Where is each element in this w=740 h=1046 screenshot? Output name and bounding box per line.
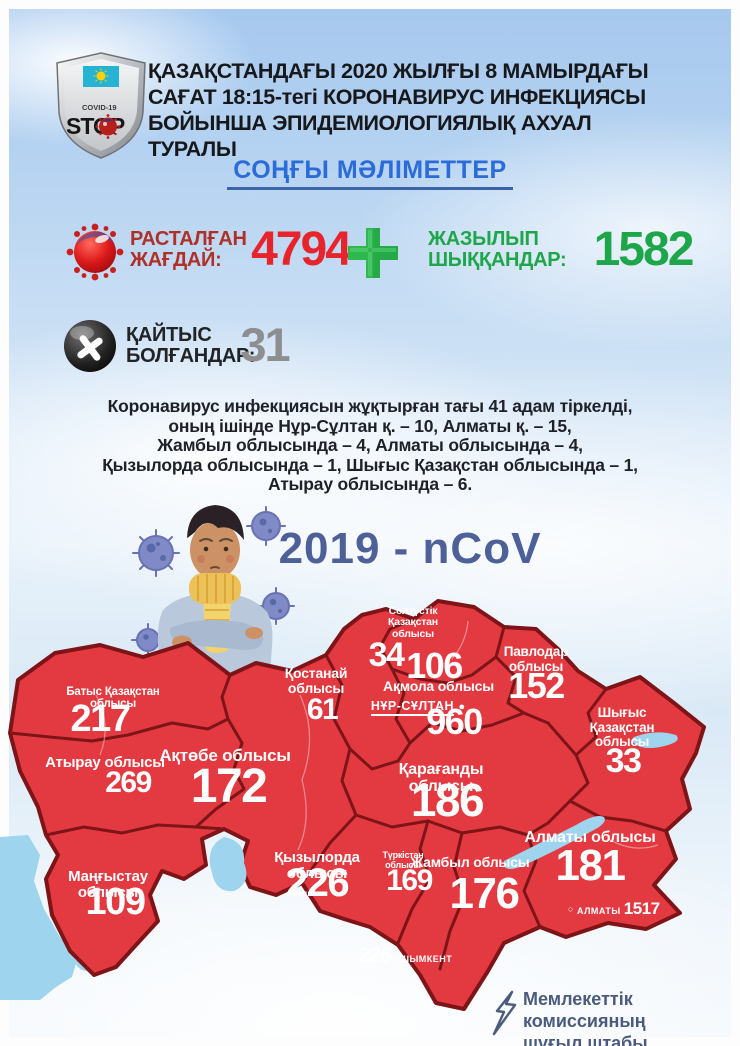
virus-icon <box>66 223 124 281</box>
region-label-mangystau: Маңғыстау облысы <box>68 868 148 902</box>
plus-icon <box>348 228 398 278</box>
confirmed-label: РАСТАЛҒАН ЖАҒДАЙ: <box>130 228 247 271</box>
region-value-atyrau: 269 <box>105 766 152 799</box>
city-almaty-value: 1517 <box>623 899 660 918</box>
city-nur-sultan: НҰР-СҰЛТАН ● <box>363 697 473 716</box>
region-value-almaty-region: 181 <box>555 841 626 890</box>
region-label-soltustik-kazakhstan: Солтүстік Қазақстан облысы <box>388 605 438 640</box>
title-line-3: БОЙЫНША ЭПИДЕМИОЛОГИЯЛЫҚ АХУАЛ ТУРАЛЫ <box>148 111 592 161</box>
stop-covid-shield-logo: COVID-19 STOP <box>56 52 146 159</box>
recovered-value: 1582 <box>593 223 695 276</box>
lightning-icon <box>492 990 517 1036</box>
region-label-kostanay: Қостанай облысы <box>284 665 348 697</box>
region-label-karagandy: Қарағанды облысы <box>398 761 484 796</box>
region-borders <box>8 617 668 971</box>
poster-title: ҚАЗАҚСТАНДАҒЫ 2020 ЖЫЛҒЫ 8 МАМЫРДАҒЫ САҒ… <box>148 58 653 162</box>
city-almaty: ○ АЛМАТЫ 1517 <box>568 899 660 919</box>
region-value-soltustik-kazakhstan: 34 <box>368 636 405 674</box>
region-label-zhambyl: Жамбыл облысы <box>410 854 530 870</box>
city-almaty-label: АЛМАТЫ <box>576 906 621 916</box>
city-shymkent-value: 226 <box>358 944 391 967</box>
region-label-aktobe: Ақтөбе облысы <box>159 746 291 765</box>
city-shymkent-dot: ○ <box>394 952 400 962</box>
region-label-shygys-kazakhstan: Шығыс Қазақстан облысы <box>589 705 655 750</box>
virus-name-text: 2019 - nCoV <box>278 524 542 573</box>
city-shymkent: 226 ○ШЫМКЕНТ <box>358 944 452 968</box>
region-label-kyzylorda: Қызылорда облысы <box>274 849 360 883</box>
region-value-turkistan: 169 <box>386 864 433 897</box>
region-label-pavlodar: Павлодар облысы <box>503 644 569 674</box>
city-nur-sultan-label: НҰР-СҰЛТАН <box>370 699 455 716</box>
kazakhstan-flag <box>83 66 119 87</box>
region-value-kyzylorda: 226 <box>285 861 350 905</box>
confirmed-value: 4794 <box>251 223 352 276</box>
region-value-mangystau: 109 <box>85 881 146 923</box>
deaths-icon <box>64 320 116 372</box>
city-nur-sultan-value: 960 <box>426 701 483 742</box>
title-line-2: САҒАТ 18:15-тегі КОРОНАВИРУС ИНФЕКЦИЯСЫ <box>148 85 646 109</box>
city-nur-sultan-dot: ● <box>458 701 466 713</box>
region-label-almaty-region: Алматы облысы <box>524 829 656 846</box>
region-value-karagandy: 186 <box>410 774 485 826</box>
daily-update-text: Коронавирус инфекциясын жұқтырған тағы 4… <box>102 396 638 494</box>
region-label-atyrau: Атырау облысы <box>45 754 165 771</box>
caspian-sea <box>0 835 78 1000</box>
logo-covid-label: COVID-19 <box>82 103 117 112</box>
aral-sea <box>209 837 247 892</box>
region-value-pavlodar: 152 <box>508 665 565 706</box>
rivers <box>95 620 659 851</box>
recovered-label: ЖАЗЫЛЫП ШЫҚҚАНДАР: <box>428 228 567 271</box>
footer-credit: Мемлекеттік комиссияның шұғыл штабы <box>523 989 648 1046</box>
region-label-batys-kazakhstan: Батыс Қазақстан облысы <box>66 686 160 711</box>
lake-balkhash <box>503 816 605 869</box>
region-label-akmola: Ақмола облысы <box>383 678 494 694</box>
region-value-akmola: 106 <box>406 645 463 686</box>
region-value-kostanay: 61 <box>306 693 339 726</box>
deaths-label: ҚАЙТЫС БОЛҒАНДАР: <box>126 324 256 367</box>
deaths-value: 31 <box>240 318 290 371</box>
region-value-zhambyl: 176 <box>449 869 520 918</box>
region-value-aktobe: 172 <box>190 760 268 813</box>
title-line-1: ҚАЗАҚСТАНДАҒЫ 2020 ЖЫЛҒЫ 8 МАМЫРДАҒЫ <box>148 59 649 83</box>
region-value-shygys-kazakhstan: 33 <box>605 742 642 780</box>
region-value-batys-kazakhstan: 217 <box>70 698 131 740</box>
logo-virus-o-icon <box>95 114 121 139</box>
region-label-turkistan: Түркістан облысы <box>382 850 424 870</box>
city-shymkent-label: ШЫМКЕНТ <box>399 954 453 964</box>
latest-data-heading: СОҢҒЫ МӘЛІМЕТТЕР <box>0 156 740 190</box>
kazakhstan-map <box>0 599 706 1011</box>
city-almaty-dot: ○ <box>568 904 574 914</box>
lake-zaysan <box>632 732 678 748</box>
